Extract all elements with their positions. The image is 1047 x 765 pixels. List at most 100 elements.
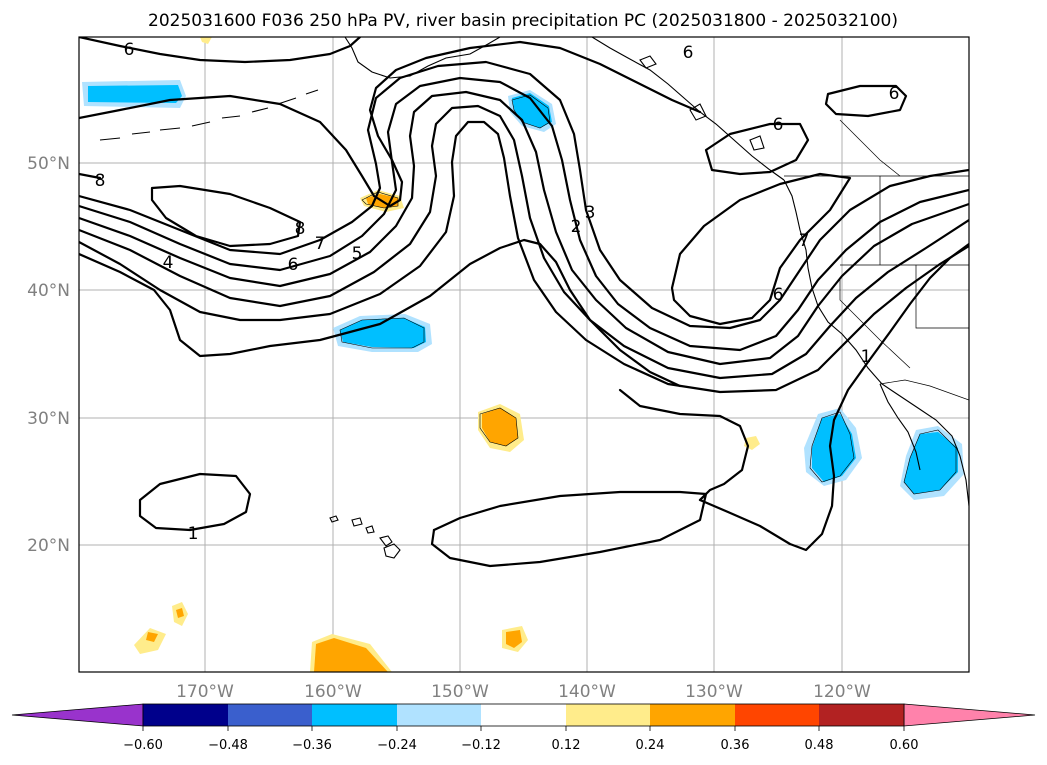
precip-pos-south3 — [314, 638, 388, 672]
contour-label: 6 — [773, 115, 784, 135]
outline-socal — [809, 411, 855, 483]
west-coast — [783, 179, 969, 507]
contour-label: 6 — [124, 40, 135, 60]
contour-labels: 6 6 6 6 8 8 7 6 5 4 3 2 7 6 1 1 — [95, 40, 900, 544]
contour-1-west — [138, 472, 252, 532]
canada-islands — [639, 55, 765, 151]
colorbar-segment — [566, 704, 650, 726]
colorbar-extend-min — [11, 703, 144, 727]
bc-coast — [591, 37, 785, 181]
contour-label: 8 — [295, 219, 306, 239]
contour-1-south — [432, 490, 708, 532]
baja-coast — [879, 383, 921, 471]
precip-neg-mid — [340, 318, 426, 348]
contour-label: 4 — [163, 253, 174, 273]
precip-pos-top — [200, 37, 212, 44]
colorbar-segment — [650, 704, 735, 726]
contour-label: 6 — [889, 84, 900, 104]
colorbar-tick-label: 0.60 — [890, 738, 919, 753]
contour-label: 3 — [585, 203, 596, 223]
contour-label: 5 — [352, 244, 363, 264]
lon-label: 160°W — [304, 682, 362, 702]
hawaii-islands — [329, 515, 401, 559]
precip-pos-south2 — [176, 608, 184, 618]
contour-5 — [79, 90, 969, 366]
contour-loop-east — [670, 172, 852, 326]
state-line — [839, 280, 911, 369]
contour-label: 6 — [773, 285, 784, 305]
outline-mexico — [903, 429, 957, 495]
blob-outlines — [339, 94, 957, 495]
colorbar-segment — [735, 704, 819, 726]
colorbar-tick-label: 0.48 — [805, 738, 834, 753]
contour-6-coast — [704, 122, 810, 176]
contour-label: 7 — [799, 231, 810, 251]
precip-pos-center — [482, 408, 518, 446]
colorbar: −0.60 −0.48 −0.36 −0.24 −0.12 0.12 0.24 … — [11, 703, 1036, 753]
state-line — [915, 265, 969, 329]
contour-label: 1 — [188, 524, 199, 544]
lat-label: 40°N — [27, 281, 70, 301]
colorbar-segment — [228, 704, 312, 726]
lat-label: 20°N — [27, 536, 70, 556]
lat-labels: 50°N 40°N 30°N 20°N — [27, 154, 70, 556]
lon-labels: 170°W 160°W 150°W 140°W 130°W 120°W — [176, 682, 871, 702]
borders — [784, 119, 969, 401]
lon-label: 120°W — [813, 682, 871, 702]
lon-label: 140°W — [558, 682, 616, 702]
colorbar-segment — [397, 704, 481, 726]
outline-center — [479, 407, 519, 447]
contour-6-ne — [824, 84, 908, 118]
colorbar-segment — [143, 704, 228, 726]
lon-label: 130°W — [685, 682, 743, 702]
contour-7 — [79, 60, 969, 330]
precip-neg-mexico — [904, 432, 958, 494]
aleutian-islands — [99, 89, 319, 141]
colorbar-segment — [481, 704, 566, 726]
precip-pos-south4 — [506, 630, 522, 648]
colorbar-extend-max — [903, 703, 1036, 727]
colorbar-tick-label: 0.12 — [552, 738, 581, 753]
contour-1-big — [618, 242, 969, 552]
colorbar-ticks — [142, 726, 905, 731]
contour-label: 2 — [571, 217, 582, 237]
colorbar-tick-label: −0.12 — [461, 738, 501, 753]
us-mexico-border — [879, 379, 969, 401]
contour-4 — [79, 104, 969, 380]
precip-neg-socal — [812, 414, 856, 482]
contour-label: 8 — [95, 171, 106, 191]
contour-6-nw — [79, 37, 362, 64]
alaska-coast — [344, 37, 501, 79]
colorbar-frame — [142, 703, 905, 727]
map-frame — [78, 36, 970, 673]
contour-3 — [79, 120, 969, 394]
precip-pos-south1 — [146, 632, 158, 642]
lat-label: 50°N — [27, 154, 70, 174]
colorbar-tick-label: −0.36 — [292, 738, 332, 753]
colorbar-tick-label: 0.36 — [721, 738, 750, 753]
contour-8 — [79, 172, 102, 180]
colorbar-tick-label: −0.60 — [123, 738, 163, 753]
outline-gulf — [511, 94, 551, 129]
colorbar-tick-label: −0.48 — [208, 738, 248, 753]
contour-label: 1 — [861, 347, 872, 367]
lon-label: 170°W — [176, 682, 234, 702]
lat-label: 30°N — [27, 409, 70, 429]
contour-label: 6 — [683, 43, 694, 63]
pv-contours — [79, 37, 969, 568]
lon-label: 150°W — [431, 682, 489, 702]
colorbar-segment — [819, 704, 904, 726]
colorbar-tick-label: 0.24 — [636, 738, 665, 753]
figure-title: 2025031600 F036 250 hPa PV, river basin … — [148, 11, 898, 31]
coastlines — [99, 37, 969, 559]
contour-2 — [79, 238, 682, 388]
colorbar-tick-label: −0.24 — [377, 738, 417, 753]
contour-1-south-b — [430, 492, 708, 568]
contour-6b — [79, 76, 969, 352]
canada-province — [839, 119, 901, 177]
precip-shading — [82, 37, 964, 672]
contour-label: 6 — [288, 255, 299, 275]
outline-mid — [339, 317, 425, 349]
colorbar-segment — [312, 704, 397, 726]
